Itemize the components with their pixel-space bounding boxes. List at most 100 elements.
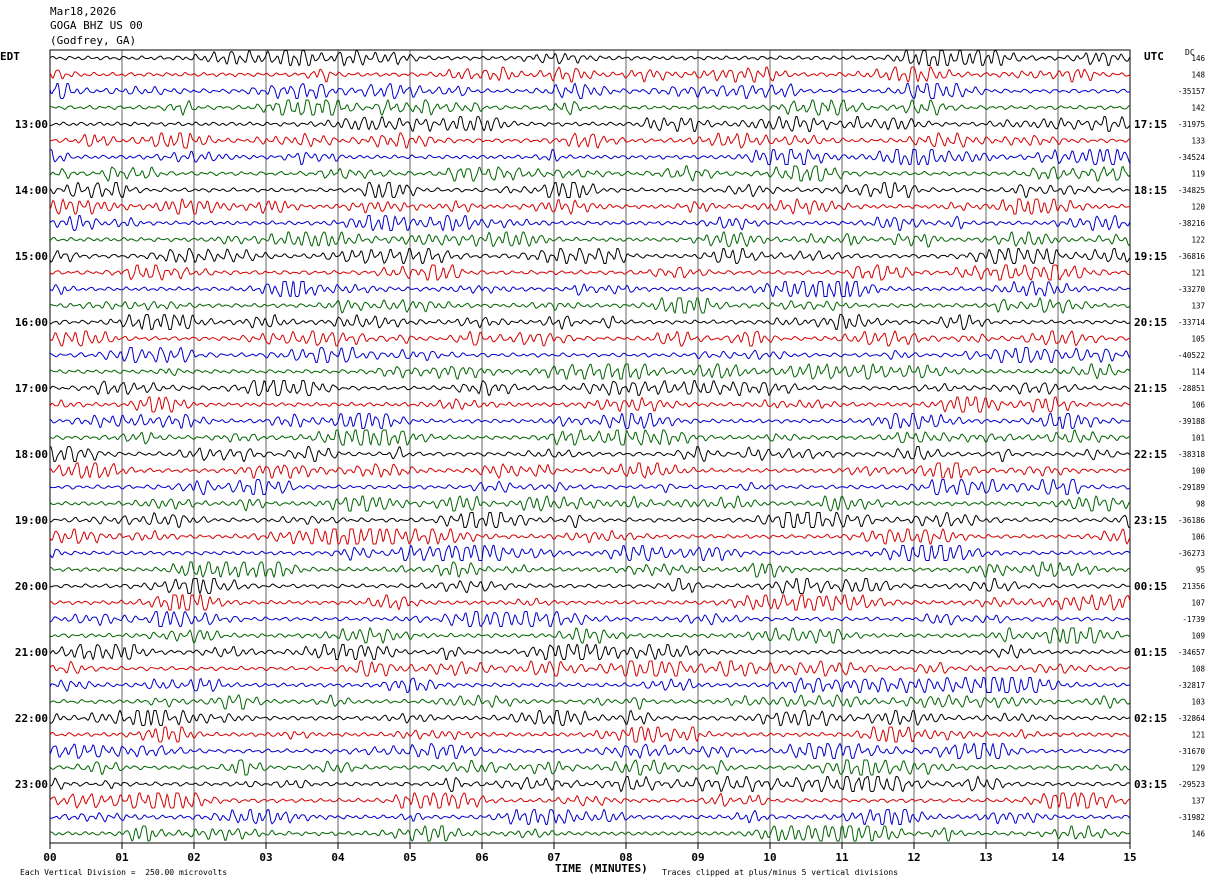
seismic-trace xyxy=(49,462,1131,480)
dc-offset-label: -31982 xyxy=(1178,813,1205,822)
seismic-trace xyxy=(49,181,1131,199)
dc-offset-label: -31670 xyxy=(1178,747,1206,756)
x-tick-label: 04 xyxy=(331,851,345,864)
edt-hour-label: 23:00 xyxy=(15,778,48,791)
seismic-trace xyxy=(49,478,1131,496)
utc-hour-label: 03:15 xyxy=(1134,778,1167,791)
x-tick-label: 11 xyxy=(835,851,849,864)
dc-offset-label: 109 xyxy=(1191,632,1205,641)
seismic-trace xyxy=(49,775,1131,793)
date-label: Mar18,2026 xyxy=(50,5,117,18)
dc-offset-label: -36273 xyxy=(1178,549,1205,558)
seismic-trace xyxy=(49,165,1131,182)
seismic-trace xyxy=(49,412,1131,430)
dc-offset-label: -33714 xyxy=(1178,318,1206,327)
dc-offset-label: -38216 xyxy=(1178,219,1206,228)
x-axis-ticks: 00 01 02 03 04 05 06 07 08 09 10 11 12 13 14 15 xyxy=(43,843,1137,864)
seismic-trace xyxy=(49,197,1131,216)
dc-offset-label: 142 xyxy=(1191,104,1205,113)
dc-offset-label: 98 xyxy=(1196,500,1206,509)
dc-offset-label: 107 xyxy=(1191,599,1205,608)
utc-hour-label: 20:15 xyxy=(1134,316,1167,329)
seismic-trace xyxy=(49,362,1131,380)
edt-hour-label: 21:00 xyxy=(15,646,48,659)
dc-offset-label: -34825 xyxy=(1178,186,1205,195)
dc-offset-label: 103 xyxy=(1191,698,1205,707)
dc-offset-label: 106 xyxy=(1191,533,1205,542)
dc-offset-label: 137 xyxy=(1191,797,1205,806)
edt-hour-label: 15:00 xyxy=(15,250,48,263)
dc-offset-label: 95 xyxy=(1196,566,1205,575)
seismic-trace xyxy=(49,379,1131,397)
dc-offset-label: 101 xyxy=(1191,434,1205,443)
edt-hour-label: 18:00 xyxy=(15,448,48,461)
x-tick-label: 05 xyxy=(403,851,416,864)
seismic-trace xyxy=(49,742,1131,760)
scale-note: Each Vertical Division = 250.00 microvol… xyxy=(20,868,228,877)
utc-hour-label: 02:15 xyxy=(1134,712,1167,725)
dc-offset-label: -29523 xyxy=(1178,780,1205,789)
dc-offset-label: 146 xyxy=(1191,830,1205,839)
dc-offset-label: 21356 xyxy=(1182,582,1205,591)
dc-offset-label: 121 xyxy=(1191,731,1205,740)
utc-hour-label: 18:15 xyxy=(1134,184,1167,197)
x-tick-label: 14 xyxy=(1051,851,1065,864)
seismic-trace xyxy=(49,610,1131,628)
seismic-trace xyxy=(49,446,1131,463)
dc-offset-label: -29189 xyxy=(1178,483,1205,492)
seismic-trace xyxy=(49,231,1131,248)
dc-offset-label: 148 xyxy=(1191,71,1205,80)
dc-offset-label: -36816 xyxy=(1178,252,1206,261)
seismic-trace xyxy=(49,313,1131,331)
seismic-trace xyxy=(49,726,1131,743)
seismic-trace xyxy=(49,98,1131,117)
seismic-trace xyxy=(49,676,1131,694)
seismic-trace xyxy=(49,561,1131,579)
dc-offset-label: -34524 xyxy=(1178,153,1206,162)
seismic-trace xyxy=(49,709,1131,727)
dc-offset-label: 137 xyxy=(1191,302,1205,311)
utc-hour-label: 01:15 xyxy=(1134,646,1167,659)
seismic-trace xyxy=(49,808,1131,826)
edt-hour-label: 13:00 xyxy=(15,118,48,131)
dc-offset-label: -33270 xyxy=(1178,285,1206,294)
x-tick-label: 06 xyxy=(475,851,489,864)
seismic-trace xyxy=(49,132,1131,149)
dc-offset-label: 129 xyxy=(1191,764,1205,773)
seismic-trace xyxy=(49,527,1131,546)
utc-hour-labels: 17:15 18:15 19:15 20:15 21:15 22:15 23:15 00:15… xyxy=(1134,118,1167,791)
dc-offset-label: 122 xyxy=(1191,236,1205,245)
dc-offset-label: -28851 xyxy=(1178,384,1205,393)
dc-offset-label: 121 xyxy=(1191,269,1205,278)
seismic-trace xyxy=(49,396,1131,413)
edt-hour-label: 17:00 xyxy=(15,382,48,395)
dc-offset-label: -38318 xyxy=(1178,450,1206,459)
dc-offset-label: -36186 xyxy=(1178,516,1206,525)
dc-column-label: DC xyxy=(1185,48,1195,57)
minute-gridlines xyxy=(121,50,1059,843)
seismic-trace xyxy=(49,264,1131,281)
seismic-trace xyxy=(49,82,1131,100)
dc-offset-label: 105 xyxy=(1191,335,1205,344)
utc-hour-label: 19:15 xyxy=(1134,250,1167,263)
seismic-trace xyxy=(49,511,1130,529)
right-timezone-label: UTC xyxy=(1144,50,1164,63)
x-tick-label: 13 xyxy=(979,851,992,864)
dc-offset-label: 146 xyxy=(1191,54,1205,63)
station-label: GOGA BHZ US 00 xyxy=(50,19,143,32)
x-tick-label: 03 xyxy=(259,851,272,864)
seismic-trace xyxy=(49,296,1131,315)
seismic-trace xyxy=(49,643,1131,661)
x-tick-label: 01 xyxy=(115,851,129,864)
seismic-trace xyxy=(49,214,1131,232)
dc-offset-label: 108 xyxy=(1191,665,1205,674)
seismic-trace xyxy=(49,280,1131,299)
seismic-trace xyxy=(49,49,1131,67)
clip-note: Traces clipped at plus/minus 5 vertical … xyxy=(662,868,899,877)
utc-hour-label: 22:15 xyxy=(1134,448,1167,461)
x-tick-label: 07 xyxy=(547,851,560,864)
seismic-trace xyxy=(49,247,1131,265)
dc-offset-label: -31975 xyxy=(1178,120,1205,129)
dc-offset-label: -35157 xyxy=(1178,87,1205,96)
seismic-trace xyxy=(49,66,1131,83)
